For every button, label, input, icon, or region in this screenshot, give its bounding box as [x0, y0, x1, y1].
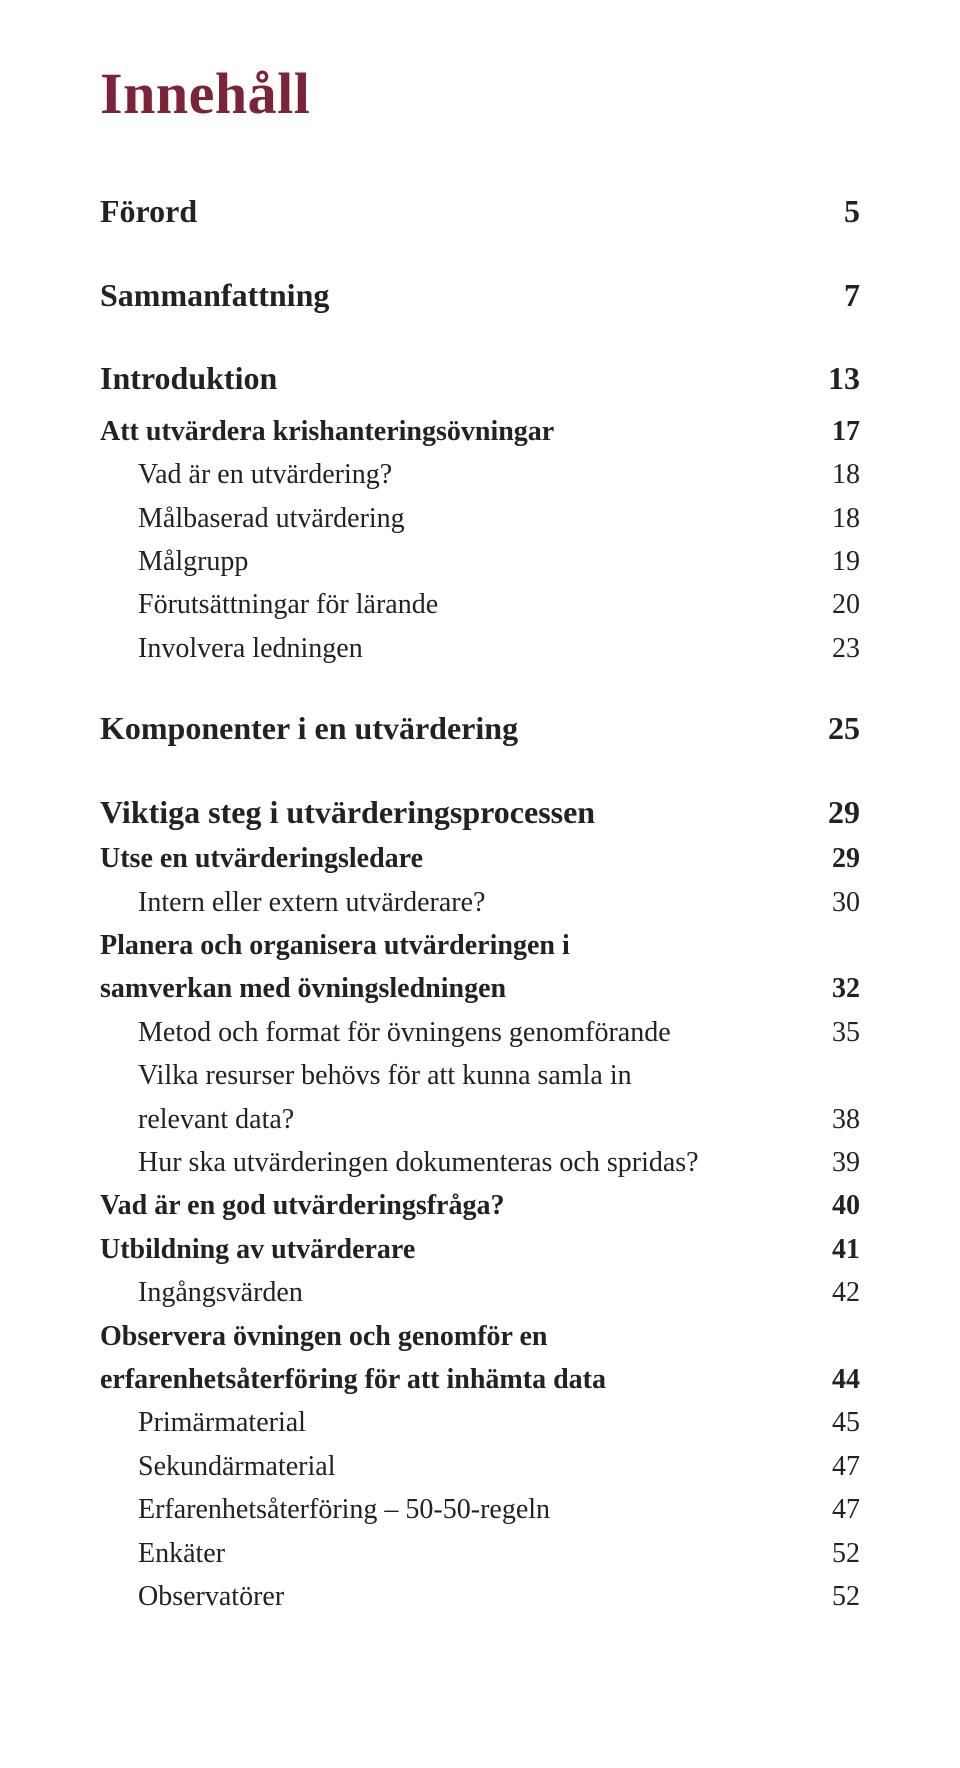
toc-row: Ingångsvärden42 [100, 1271, 860, 1314]
toc-row: Introduktion13 [100, 354, 860, 404]
toc-page-number: 47 [810, 1445, 860, 1488]
toc-row: Komponenter i en utvärdering25 [100, 704, 860, 754]
toc-row: Att utvärdera krishanteringsövningar17 [100, 410, 860, 453]
toc-label: Observatörer [138, 1575, 810, 1618]
toc-label: Komponenter i en utvärdering [100, 704, 810, 754]
toc-row: Vilka resurser behövs för att kunna saml… [100, 1054, 860, 1097]
toc-row: relevant data?38 [100, 1098, 860, 1141]
toc-page-number: 41 [810, 1228, 860, 1271]
toc-row: Sammanfattning7 [100, 271, 860, 321]
toc-label: Metod och format för övningens genomföra… [138, 1011, 810, 1054]
toc-label: Förord [100, 187, 810, 237]
toc-page-number: 29 [810, 788, 860, 838]
toc-row: Målbaserad utvärdering18 [100, 497, 860, 540]
toc-row: Utbildning av utvärderare41 [100, 1228, 860, 1271]
toc-label: Enkäter [138, 1532, 810, 1575]
toc-page-number: 35 [810, 1011, 860, 1054]
document-page: Innehåll Förord5Sammanfattning7Introdukt… [0, 0, 960, 1768]
toc-label: Sammanfattning [100, 271, 810, 321]
toc-label: Observera övningen och genomför en [100, 1315, 810, 1358]
toc-row: Förutsättningar för lärande20 [100, 583, 860, 626]
toc-label: Ingångsvärden [138, 1271, 810, 1314]
toc-page-number: 20 [810, 583, 860, 626]
toc-row: Planera och organisera utvärderingen i [100, 924, 860, 967]
toc-label: Utbildning av utvärderare [100, 1228, 810, 1271]
toc-row: Målgrupp19 [100, 540, 860, 583]
document-title: Innehåll [100, 60, 860, 127]
toc-row: samverkan med övningsledningen32 [100, 967, 860, 1010]
toc-row: Involvera ledningen23 [100, 627, 860, 670]
toc-row: Hur ska utvärderingen dokumenteras och s… [100, 1141, 860, 1184]
toc-page-number: 7 [810, 271, 860, 321]
toc-page-number: 19 [810, 540, 860, 583]
toc-label: samverkan med övningsledningen [100, 967, 810, 1010]
toc-row: Observera övningen och genomför en [100, 1315, 860, 1358]
toc-row: Observatörer52 [100, 1575, 860, 1618]
toc-row: Metod och format för övningens genomföra… [100, 1011, 860, 1054]
toc-row: Enkäter52 [100, 1532, 860, 1575]
toc-page-number: 38 [810, 1098, 860, 1141]
table-of-contents: Förord5Sammanfattning7Introduktion13Att … [100, 187, 860, 1618]
toc-page-number: 52 [810, 1532, 860, 1575]
toc-page-number: 25 [810, 704, 860, 754]
toc-label: Målgrupp [138, 540, 810, 583]
toc-label: Primärmaterial [138, 1401, 810, 1444]
toc-label: Introduktion [100, 354, 810, 404]
toc-page-number: 23 [810, 627, 860, 670]
toc-page-number: 44 [810, 1358, 860, 1401]
toc-label: Vilka resurser behövs för att kunna saml… [138, 1054, 810, 1097]
toc-row: Erfarenhetsåterföring – 50-50-regeln47 [100, 1488, 860, 1531]
toc-label: Hur ska utvärderingen dokumenteras och s… [138, 1141, 810, 1184]
toc-row: Sekundärmaterial47 [100, 1445, 860, 1488]
toc-page-number: 32 [810, 967, 860, 1010]
toc-label: relevant data? [138, 1098, 810, 1141]
toc-label: Viktiga steg i utvärderingsprocessen [100, 788, 810, 838]
toc-row: erfarenhetsåterföring för att inhämta da… [100, 1358, 860, 1401]
toc-row: Viktiga steg i utvärderingsprocessen29 [100, 788, 860, 838]
toc-page-number: 45 [810, 1401, 860, 1444]
toc-page-number: 5 [810, 187, 860, 237]
toc-page-number: 17 [810, 410, 860, 453]
toc-row: Utse en utvärderingsledare29 [100, 837, 860, 880]
toc-label: Erfarenhetsåterföring – 50-50-regeln [138, 1488, 810, 1531]
toc-row: Vad är en god utvärderingsfråga?40 [100, 1184, 860, 1227]
toc-row: Primärmaterial45 [100, 1401, 860, 1444]
toc-page-number: 40 [810, 1184, 860, 1227]
toc-label: Intern eller extern utvärderare? [138, 881, 810, 924]
toc-row: Intern eller extern utvärderare?30 [100, 881, 860, 924]
toc-label: erfarenhetsåterföring för att inhämta da… [100, 1358, 810, 1401]
toc-page-number: 47 [810, 1488, 860, 1531]
toc-page-number: 52 [810, 1575, 860, 1618]
toc-label: Planera och organisera utvärderingen i [100, 924, 810, 967]
toc-row: Vad är en utvärdering?18 [100, 453, 860, 496]
toc-label: Sekundärmaterial [138, 1445, 810, 1488]
toc-label: Utse en utvärderingsledare [100, 837, 810, 880]
toc-page-number: 39 [810, 1141, 860, 1184]
toc-page-number: 18 [810, 497, 860, 540]
toc-label: Involvera ledningen [138, 627, 810, 670]
toc-label: Målbaserad utvärdering [138, 497, 810, 540]
toc-label: Förutsättningar för lärande [138, 583, 810, 626]
toc-row: Förord5 [100, 187, 860, 237]
toc-label: Att utvärdera krishanteringsövningar [100, 410, 810, 453]
toc-page-number: 13 [810, 354, 860, 404]
toc-page-number: 29 [810, 837, 860, 880]
toc-label: Vad är en god utvärderingsfråga? [100, 1184, 810, 1227]
toc-label: Vad är en utvärdering? [138, 453, 810, 496]
toc-page-number: 30 [810, 881, 860, 924]
toc-page-number: 42 [810, 1271, 860, 1314]
toc-page-number: 18 [810, 453, 860, 496]
